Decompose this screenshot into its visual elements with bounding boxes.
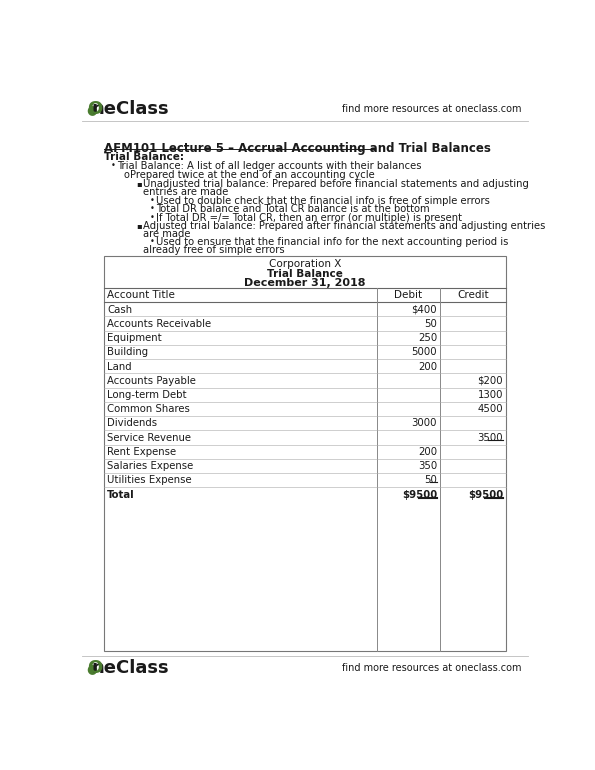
Text: 3000: 3000: [412, 418, 437, 428]
Text: Debit: Debit: [394, 290, 422, 300]
Text: Common Shares: Common Shares: [107, 404, 190, 414]
Text: Unadjusted trial balance: Prepared before financial statements and adjusting: Unadjusted trial balance: Prepared befor…: [143, 179, 528, 189]
Text: •: •: [149, 204, 155, 213]
Text: Used to ensure that the financial info for the next accounting period is: Used to ensure that the financial info f…: [156, 237, 508, 247]
Text: Trial Balance: Trial Balance: [267, 269, 343, 279]
Text: Service Revenue: Service Revenue: [107, 433, 191, 443]
Text: ▪: ▪: [136, 221, 142, 230]
Text: Rent Expense: Rent Expense: [107, 447, 176, 457]
Text: AFM101 Lecture 5 – Accrual Accounting and Trial Balances: AFM101 Lecture 5 – Accrual Accounting an…: [104, 142, 491, 155]
Text: 200: 200: [418, 361, 437, 371]
Text: entries are made: entries are made: [143, 187, 228, 197]
Text: ●: ●: [86, 103, 97, 116]
Text: Corporation X: Corporation X: [269, 259, 341, 270]
Text: Dividends: Dividends: [107, 418, 157, 428]
Text: find more resources at oneclass.com: find more resources at oneclass.com: [342, 664, 522, 673]
Text: December 31, 2018: December 31, 2018: [244, 278, 366, 288]
Text: o: o: [124, 170, 130, 180]
Text: 350: 350: [418, 461, 437, 471]
Text: ▪: ▪: [136, 179, 142, 189]
Text: find more resources at oneclass.com: find more resources at oneclass.com: [342, 105, 522, 114]
Text: Trial Balance: A list of all ledger accounts with their balances: Trial Balance: A list of all ledger acco…: [117, 161, 421, 171]
Text: O: O: [87, 659, 102, 678]
Text: Accounts Receivable: Accounts Receivable: [107, 319, 211, 329]
Text: Equipment: Equipment: [107, 333, 162, 343]
Text: already free of simple errors: already free of simple errors: [143, 245, 284, 255]
Text: Credit: Credit: [458, 290, 489, 300]
Text: $200: $200: [477, 376, 503, 386]
Text: are made: are made: [143, 229, 190, 239]
Text: Total DR balance and Total CR balance is at the bottom: Total DR balance and Total CR balance is…: [156, 204, 430, 214]
Text: 50: 50: [424, 319, 437, 329]
Text: •: •: [149, 237, 155, 246]
Text: $400: $400: [412, 304, 437, 314]
Text: Account Title: Account Title: [107, 290, 175, 300]
Text: Long-term Debt: Long-term Debt: [107, 390, 187, 400]
Text: neClass: neClass: [92, 659, 169, 678]
Text: $9500: $9500: [402, 490, 437, 500]
Text: $9500: $9500: [468, 490, 503, 500]
Text: 1300: 1300: [477, 390, 503, 400]
Text: If Total DR =/= Total CR, then an error (or multiple) is present: If Total DR =/= Total CR, then an error …: [156, 213, 462, 223]
Text: 50: 50: [424, 475, 437, 485]
Text: Salaries Expense: Salaries Expense: [107, 461, 193, 471]
Text: 3500: 3500: [477, 433, 503, 443]
Text: neClass: neClass: [92, 100, 169, 119]
Text: 4500: 4500: [477, 404, 503, 414]
Text: Trial Balance:: Trial Balance:: [104, 152, 184, 162]
Text: Utilities Expense: Utilities Expense: [107, 475, 192, 485]
Text: 5000: 5000: [412, 347, 437, 357]
Text: Building: Building: [107, 347, 148, 357]
Text: 250: 250: [418, 333, 437, 343]
Text: Accounts Payable: Accounts Payable: [107, 376, 196, 386]
Text: •: •: [149, 196, 155, 205]
Text: ●: ●: [86, 662, 97, 675]
Text: Land: Land: [107, 361, 131, 371]
Text: •: •: [149, 213, 155, 222]
Text: O: O: [87, 100, 102, 119]
Bar: [104, 256, 506, 651]
Text: Cash: Cash: [107, 304, 132, 314]
Text: Used to double check that the financial info is free of simple errors: Used to double check that the financial …: [156, 196, 490, 206]
Text: •: •: [111, 161, 115, 170]
Text: Total: Total: [107, 490, 134, 500]
Text: Prepared twice at the end of an accounting cycle: Prepared twice at the end of an accounti…: [130, 170, 375, 180]
Text: 200: 200: [418, 447, 437, 457]
Text: Adjusted trial balance: Prepared after financial statements and adjusting entrie: Adjusted trial balance: Prepared after f…: [143, 221, 545, 231]
